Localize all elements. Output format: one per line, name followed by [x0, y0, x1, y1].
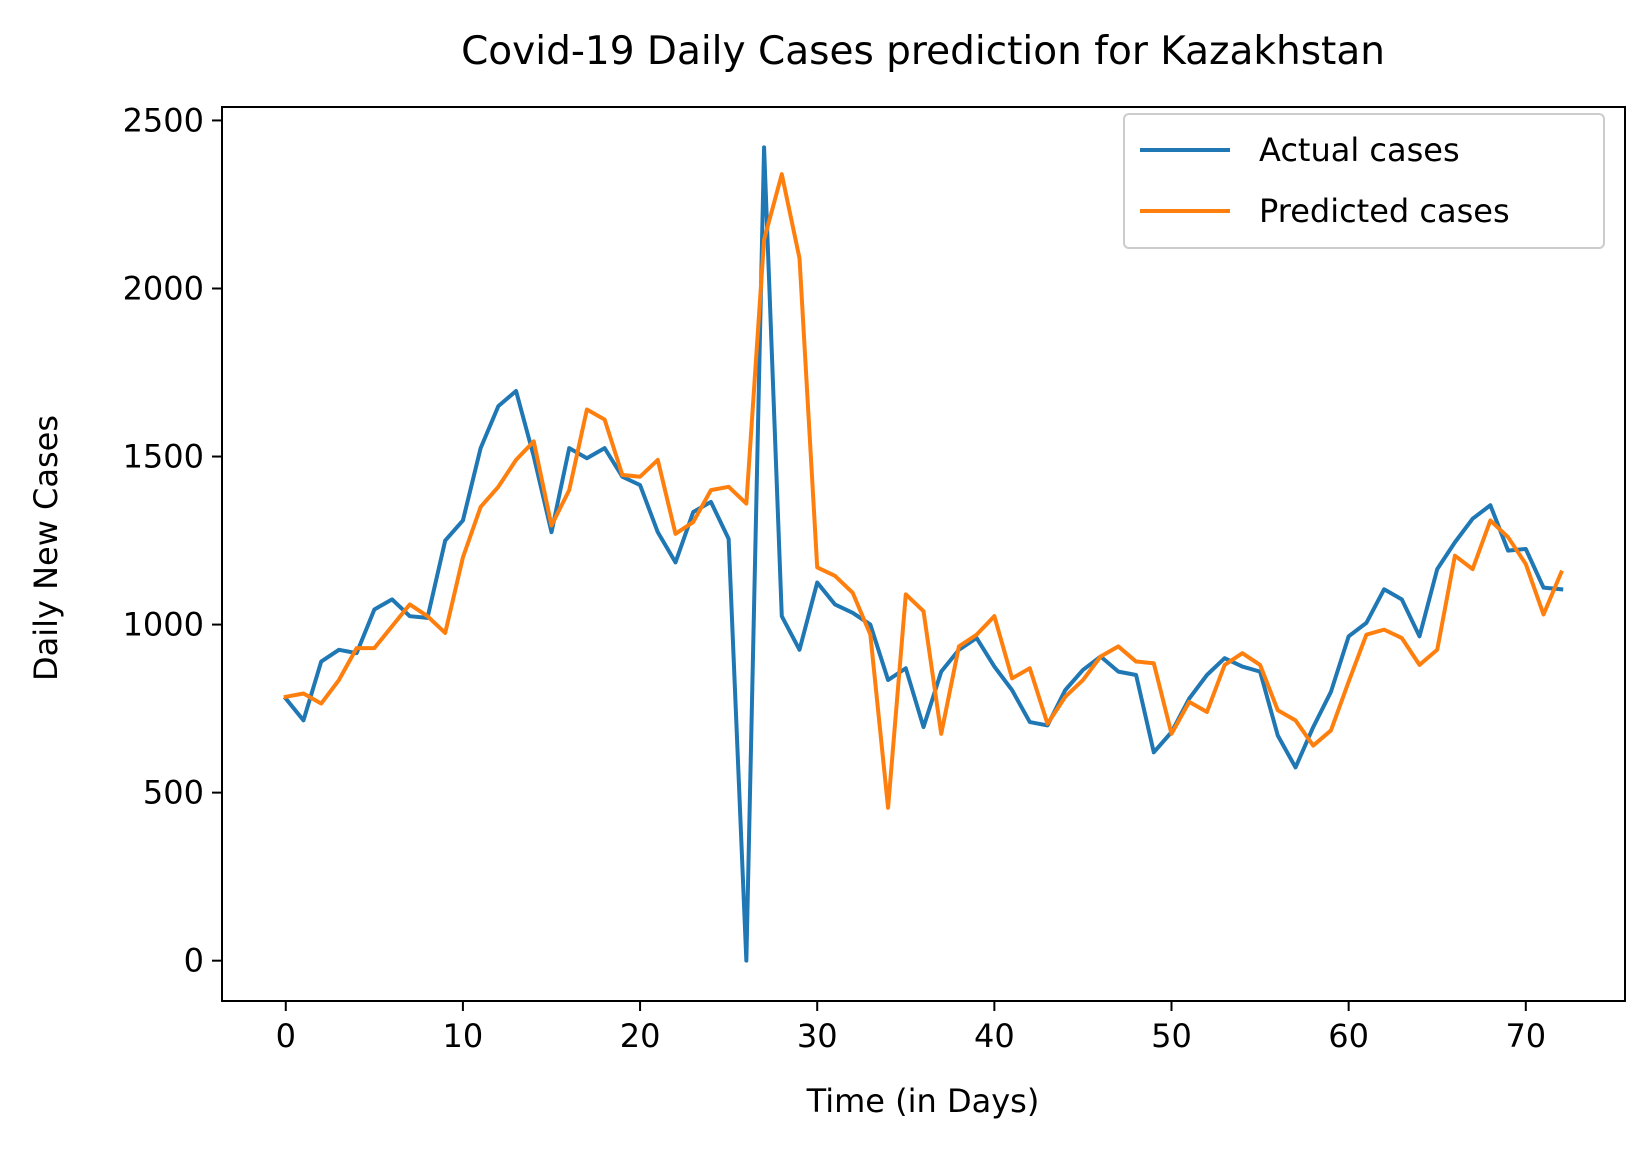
x-tick-label: 20	[620, 1017, 661, 1055]
x-tick-label: 70	[1505, 1017, 1546, 1055]
axes-frame	[221, 106, 1626, 1002]
series-line-actual	[282, 145, 1564, 963]
legend-label-actual: Actual cases	[1259, 131, 1460, 169]
plot-area	[221, 106, 1626, 1002]
legend: Actual cases Predicted cases	[1123, 113, 1605, 249]
series-line-predicted	[283, 172, 1564, 810]
y-tick-label: 2000	[123, 269, 204, 307]
y-tick-label: 0	[184, 942, 204, 980]
x-axis-label: Time (in Days)	[806, 1082, 1040, 1120]
x-tick-label: 30	[797, 1017, 838, 1055]
chart-title: Covid-19 Daily Cases prediction for Kaza…	[461, 29, 1385, 74]
series-layer	[282, 145, 1564, 963]
x-tick-label: 50	[1151, 1017, 1192, 1055]
y-axis-label: Daily New Cases	[27, 415, 65, 681]
legend-label-predicted: Predicted cases	[1259, 192, 1510, 230]
y-tick-label: 2500	[123, 101, 204, 139]
x-tick-label: 10	[443, 1017, 484, 1055]
y-tick-label: 500	[143, 774, 204, 812]
y-tick-label: 1000	[123, 606, 204, 644]
legend-frame	[1123, 113, 1605, 249]
x-tick-label: 0	[276, 1017, 296, 1055]
x-tick-label: 40	[974, 1017, 1015, 1055]
x-tick-label: 60	[1328, 1017, 1369, 1055]
y-axis-ticks: 0 500 1000 1500 2000 2500	[123, 101, 222, 980]
x-axis-ticks: 0 10 20 30 40 50 60 70	[276, 1001, 1546, 1055]
y-tick-label: 1500	[123, 438, 204, 476]
